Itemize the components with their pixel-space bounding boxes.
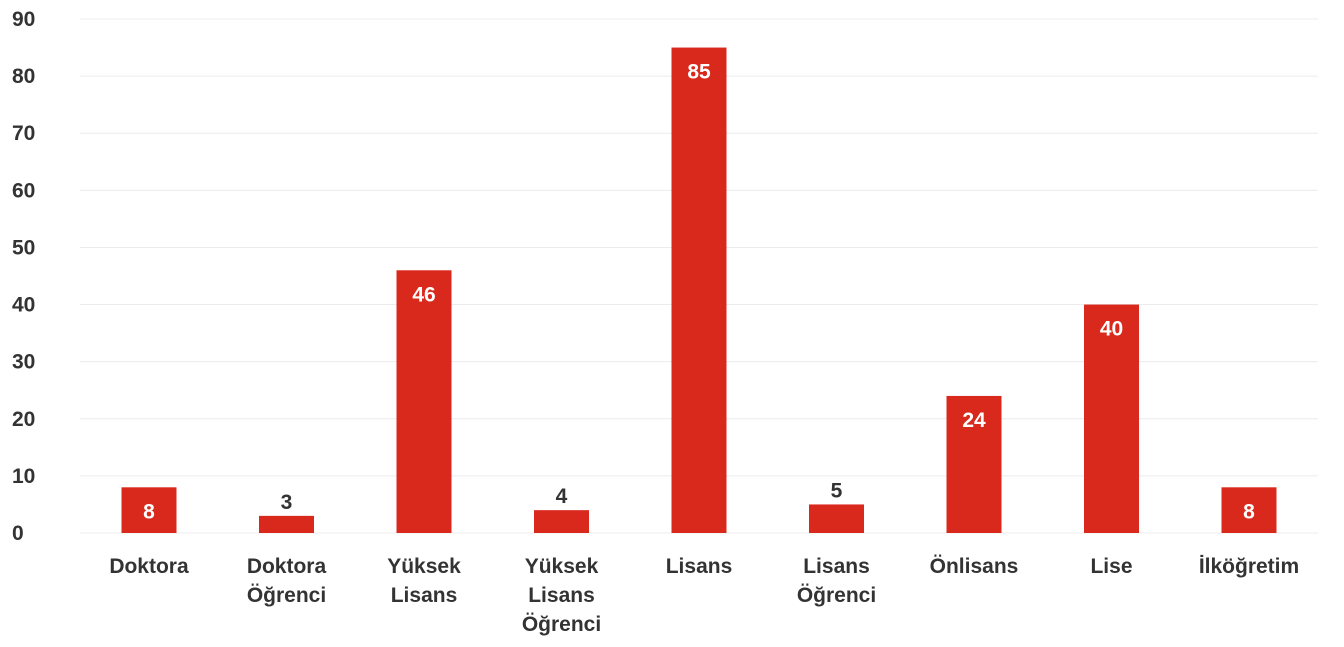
x-tick-label: Doktora Öğrenci bbox=[247, 555, 327, 607]
y-tick-label: 50 bbox=[12, 236, 35, 259]
y-tick-label: 20 bbox=[12, 408, 35, 431]
x-tick-label-line: Doktora bbox=[247, 555, 327, 578]
bar bbox=[259, 515, 314, 533]
bar bbox=[671, 47, 727, 534]
x-tick-label-line: Öğrenci bbox=[522, 613, 601, 636]
y-tick-label: 90 bbox=[12, 8, 35, 31]
x-tick-label-line: Önlisans bbox=[930, 555, 1019, 578]
bars bbox=[121, 47, 1277, 534]
y-tick-label: 60 bbox=[12, 179, 35, 202]
x-tick-label-line: Öğrenci bbox=[247, 584, 326, 607]
x-tick-label-line: Öğrenci bbox=[797, 584, 876, 607]
x-tick-label: Önlisans bbox=[930, 555, 1019, 578]
bar bbox=[809, 504, 864, 533]
x-tick-label: Yüksek Lisans Öğrenci bbox=[522, 555, 601, 636]
bar bbox=[396, 270, 452, 533]
data-label: 46 bbox=[412, 283, 435, 306]
x-tick-label: Doktora bbox=[109, 555, 189, 578]
bar bbox=[946, 395, 1002, 533]
bar bbox=[534, 510, 589, 533]
x-tick-label-line: Lisans bbox=[803, 555, 870, 578]
x-axis-labels: Doktora Doktora Öğrenci Yüksek Lisans Yüksek L… bbox=[109, 555, 1299, 636]
data-label: 3 bbox=[281, 491, 293, 514]
data-label: 8 bbox=[143, 500, 155, 523]
data-label: 40 bbox=[1100, 318, 1123, 341]
x-tick-label-line: Lisans bbox=[391, 584, 458, 607]
y-tick-label: 10 bbox=[12, 465, 35, 488]
x-tick-label: Yüksek Lisans bbox=[387, 555, 461, 607]
data-label: 8 bbox=[1243, 500, 1255, 523]
x-tick-label: Lisans bbox=[666, 555, 733, 578]
bar bbox=[1221, 487, 1277, 533]
data-label: 24 bbox=[962, 409, 986, 432]
data-label: 4 bbox=[556, 485, 568, 508]
y-axis-ticks: 0 10 20 30 40 50 60 70 80 90 bbox=[12, 8, 35, 545]
bar bbox=[1084, 304, 1139, 533]
y-tick-label: 40 bbox=[12, 294, 35, 317]
x-tick-label: Lisans Öğrenci bbox=[797, 555, 876, 607]
x-tick-label-line: İlköğretim bbox=[1199, 555, 1299, 578]
x-tick-label-line: Lisans bbox=[666, 555, 733, 578]
x-tick-label-line: Lise bbox=[1090, 555, 1132, 578]
x-tick-label-line: Doktora bbox=[109, 555, 189, 578]
y-tick-label: 30 bbox=[12, 351, 35, 374]
x-tick-label: Lise bbox=[1090, 555, 1132, 578]
data-label: 85 bbox=[687, 61, 711, 84]
y-tick-label: 0 bbox=[12, 522, 24, 545]
x-tick-label-line: Lisans bbox=[528, 584, 595, 607]
y-tick-label: 70 bbox=[12, 122, 35, 145]
data-labels: 8 3 46 4 85 5 24 40 8 bbox=[143, 61, 1255, 524]
bar bbox=[121, 487, 177, 533]
x-tick-label-line: Yüksek bbox=[387, 555, 461, 578]
x-tick-label-line: Yüksek bbox=[525, 555, 599, 578]
x-tick-label: İlköğretim bbox=[1199, 555, 1299, 578]
y-tick-label: 80 bbox=[12, 65, 35, 88]
data-label: 5 bbox=[831, 479, 843, 502]
